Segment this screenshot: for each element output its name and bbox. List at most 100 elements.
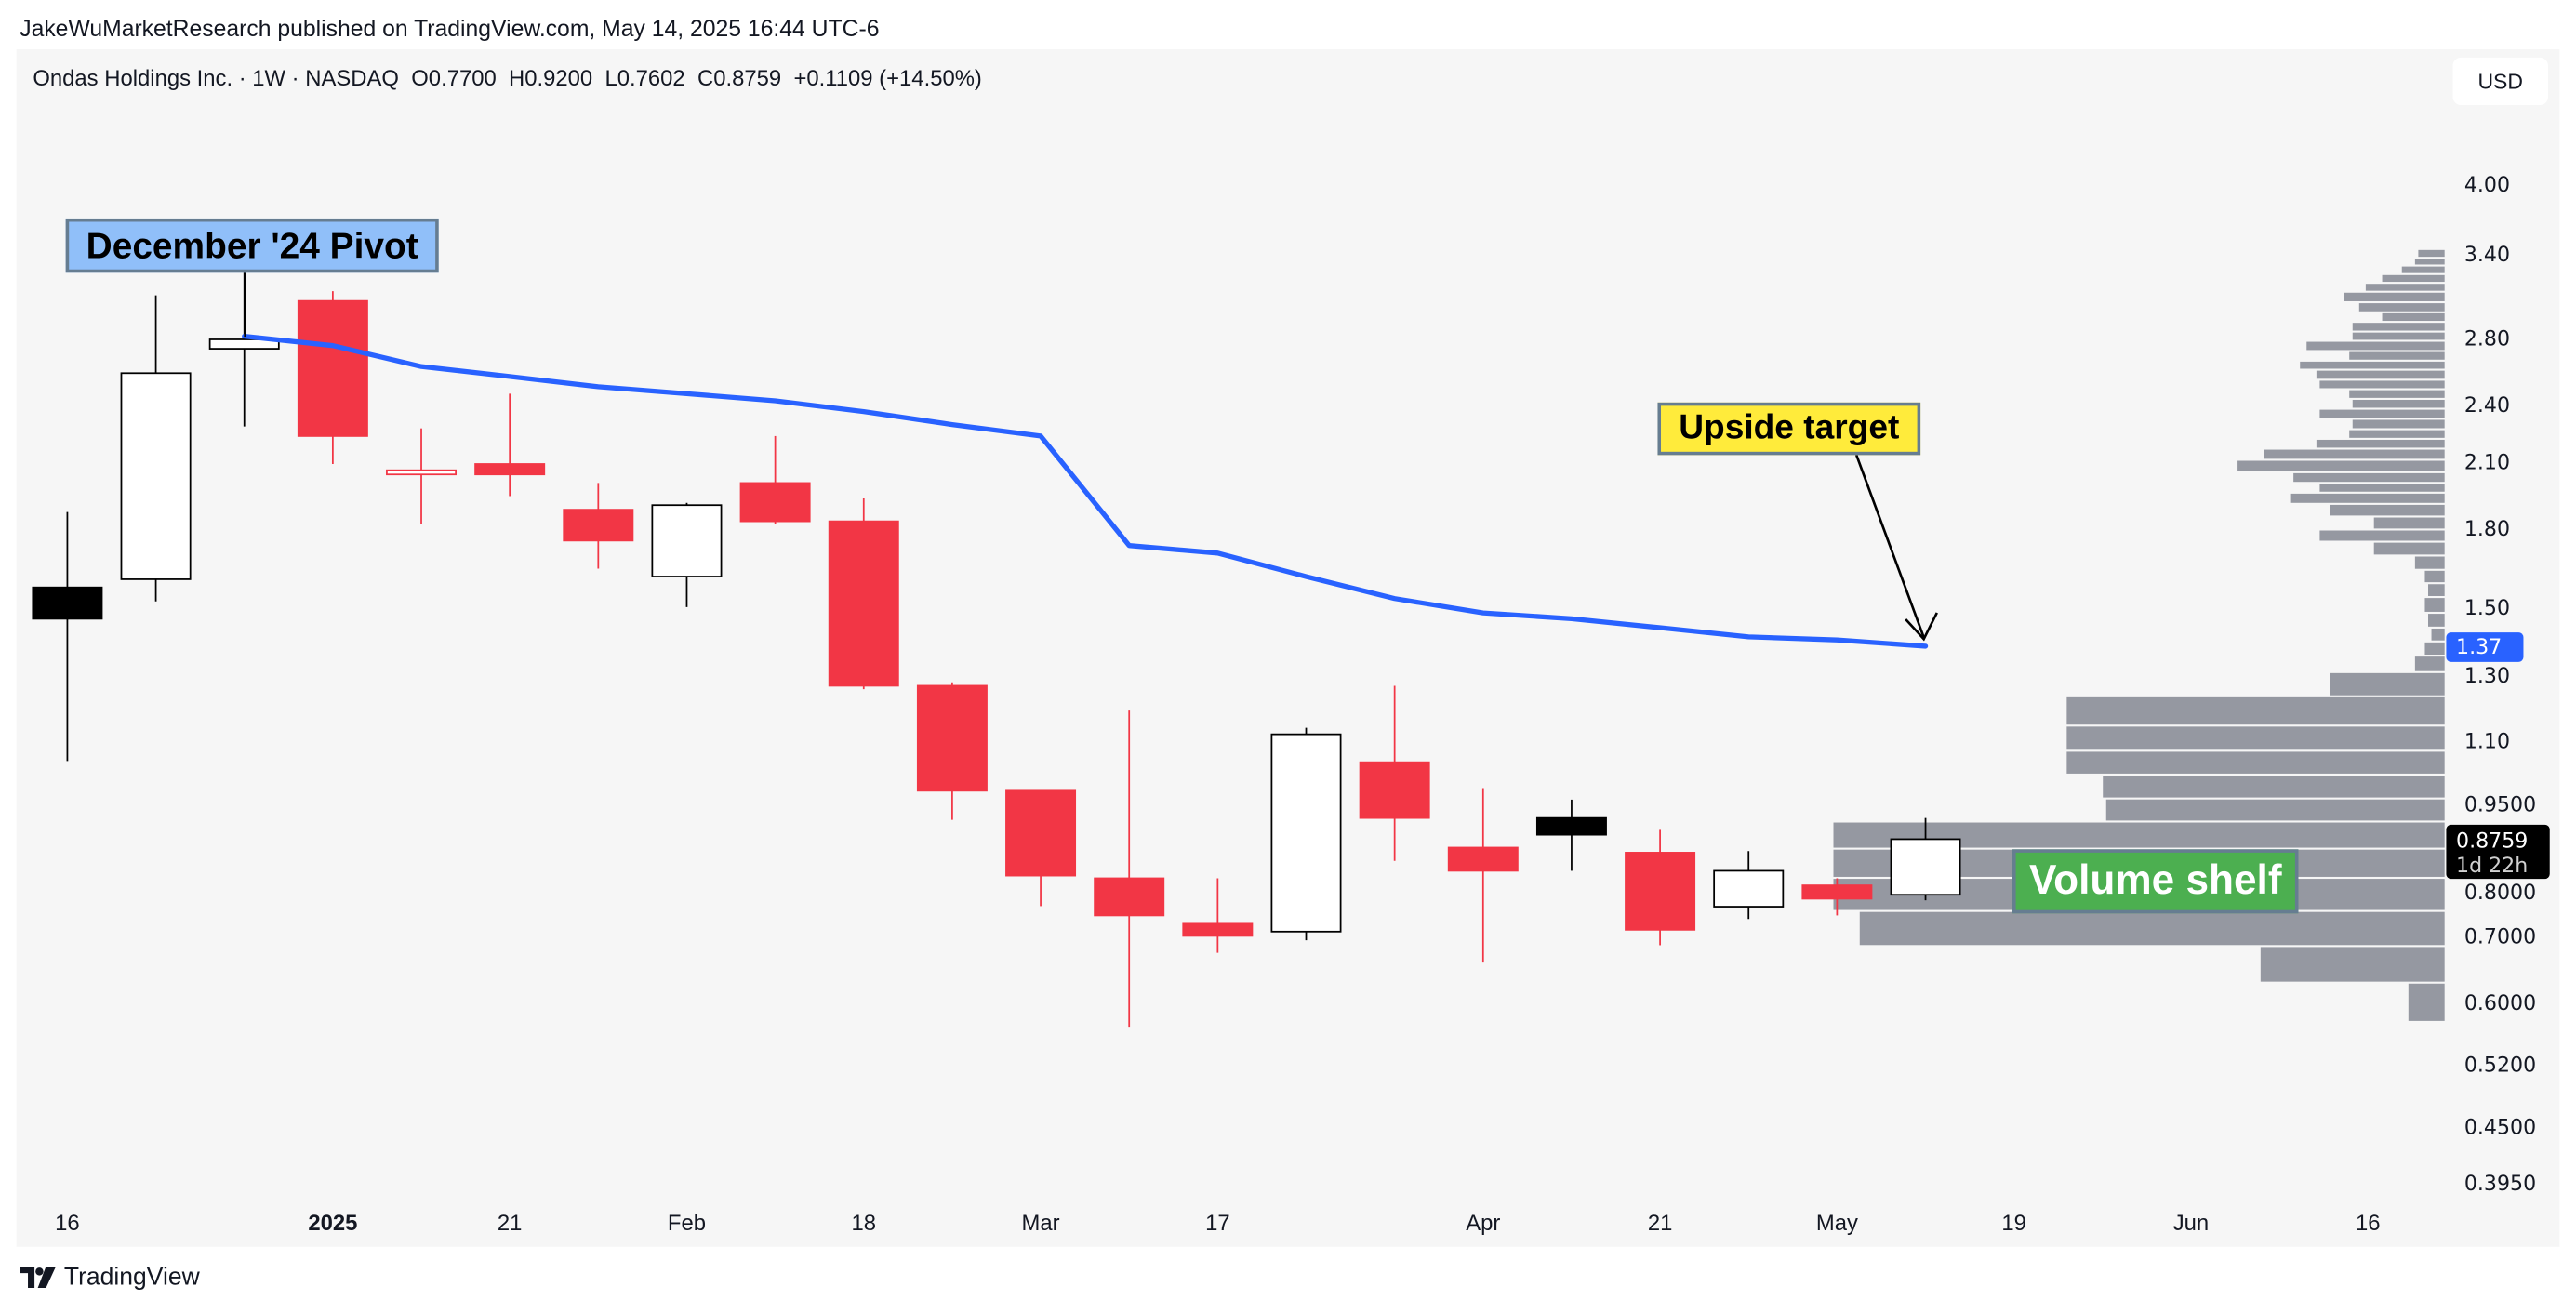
candle — [1625, 829, 1696, 946]
volume-profile-row — [2330, 504, 2445, 516]
candle — [386, 428, 458, 524]
legend-change: +0.1109 (+14.50%) — [793, 65, 982, 91]
volume-profile-row — [2066, 751, 2445, 774]
candles — [32, 271, 1961, 1028]
candle — [739, 435, 811, 524]
price-tick-label: 1.10 — [2464, 731, 2510, 754]
volume-profile-row — [2330, 672, 2445, 696]
price-tick-label: 0.7000 — [2464, 925, 2536, 948]
candle-body — [1535, 816, 1607, 836]
time-tick-label: 16 — [2356, 1211, 2381, 1236]
candle-body — [651, 504, 723, 577]
candle — [1713, 851, 1785, 920]
tradingview-logo[interactable]: TradingView — [20, 1264, 200, 1292]
brand-name: TradingView — [63, 1263, 200, 1292]
volume-profile-row — [2066, 726, 2445, 750]
volume-profile-row — [2300, 361, 2445, 369]
price-tick-label: 2.40 — [2464, 394, 2510, 418]
volume-profile-row — [2319, 409, 2445, 418]
candle-body — [297, 299, 368, 437]
candle-body — [1359, 761, 1430, 819]
candle — [297, 291, 368, 464]
symbol-name[interactable]: Ondas Holdings Inc. · 1W · NASDAQ — [33, 65, 399, 91]
price-tick-label: 0.5200 — [2464, 1054, 2536, 1077]
annotation-upside-target[interactable]: Upside target — [1657, 402, 1921, 456]
last-price: 0.8759 — [2456, 828, 2529, 853]
price-tick-label: 0.9500 — [2464, 794, 2536, 817]
candle — [1535, 799, 1607, 871]
volume-profile-row — [2382, 274, 2445, 283]
legend-high: H0.9200 — [509, 65, 593, 91]
volume-profile-row — [2344, 292, 2445, 301]
legend-low: L0.7602 — [604, 65, 685, 91]
candle — [1094, 710, 1165, 1028]
time-tick-label: Apr — [1466, 1211, 1500, 1236]
candle-body — [474, 463, 546, 476]
volume-profile-row — [2431, 628, 2445, 641]
volume-profile-row — [2414, 656, 2445, 671]
volume-profile-row — [2352, 323, 2445, 331]
annotation-december-pivot[interactable]: December '24 Pivot — [65, 218, 439, 273]
volume-profile-row — [2290, 493, 2445, 503]
price-tick-label: 1.80 — [2464, 518, 2510, 541]
candle — [1890, 817, 1961, 901]
volume-profile-row — [2237, 460, 2445, 471]
moving-average-line — [242, 334, 1929, 649]
volume-profile-row — [2418, 249, 2445, 258]
price-tick-label: 2.80 — [2464, 327, 2510, 351]
price-axis[interactable]: 4.00 3.40 2.80 2.40 2.10 1.80 1.50 1.30 1.10 0.95… — [2464, 174, 2536, 1196]
candle-body — [1625, 852, 1696, 931]
volume-profile-row — [2373, 542, 2445, 555]
volume-profile-row — [2414, 556, 2445, 569]
time-tick-label: Jun — [2173, 1211, 2209, 1236]
volume-profile-row — [2365, 284, 2445, 291]
candle-body — [1005, 789, 1077, 877]
volume-profile-row — [2414, 259, 2445, 265]
candle — [563, 483, 634, 569]
candle — [916, 682, 988, 820]
time-tick-label: 19 — [2001, 1211, 2026, 1236]
candle-body — [1890, 838, 1961, 896]
price-tick-label: 0.8000 — [2464, 882, 2536, 905]
candle — [32, 511, 103, 762]
currency-button[interactable]: USD — [2452, 57, 2548, 106]
volume-profile-row — [2349, 390, 2445, 398]
candle — [1005, 789, 1077, 907]
price-tick-label: 3.40 — [2464, 244, 2510, 267]
volume-profile-row — [2424, 570, 2445, 583]
candle-body — [563, 509, 634, 542]
annotation-volume-shelf[interactable]: Volume shelf — [2012, 849, 2299, 914]
price-tick-label: 0.3950 — [2464, 1173, 2536, 1196]
time-tick-label: 21 — [1648, 1211, 1673, 1236]
last-price-label: 0.8759 1d 22h — [2446, 824, 2550, 880]
publisher-line: JakeWuMarketResearch published on Tradin… — [20, 14, 880, 42]
candle — [1270, 727, 1342, 941]
legend-close: C0.8759 — [697, 65, 782, 91]
time-tick-label: 2025 — [308, 1211, 357, 1236]
candle-body — [739, 482, 811, 523]
chart-panel[interactable] — [16, 48, 2560, 1247]
candle — [1447, 788, 1519, 963]
candle-body — [386, 469, 458, 476]
candle — [651, 502, 723, 607]
candle-body — [916, 684, 988, 792]
legend-open: O0.7700 — [411, 65, 497, 91]
volume-profile-row — [2349, 351, 2445, 360]
time-tick-label: May — [1816, 1211, 1858, 1236]
volume-profile-row — [2066, 696, 2445, 725]
volume-profile-row — [2260, 947, 2445, 982]
volume-profile-row — [2319, 380, 2445, 389]
candle-body — [1447, 846, 1519, 872]
volume-profile-row — [2424, 598, 2445, 612]
volume-profile-row — [2382, 312, 2445, 322]
tradingview-logo-icon — [20, 1267, 57, 1288]
price-tick-label: 0.6000 — [2464, 992, 2536, 1015]
volume-profile-row — [2103, 776, 2445, 798]
volume-profile-row — [2428, 614, 2445, 627]
volume-profile-row — [2264, 449, 2445, 459]
price-tick-label: 1.30 — [2464, 665, 2510, 688]
time-tick-label: Feb — [668, 1211, 706, 1236]
time-axis[interactable]: 16 2025 21 Feb 18 Mar 17 Apr 21 May 19 Jun 16 — [55, 1211, 2380, 1236]
